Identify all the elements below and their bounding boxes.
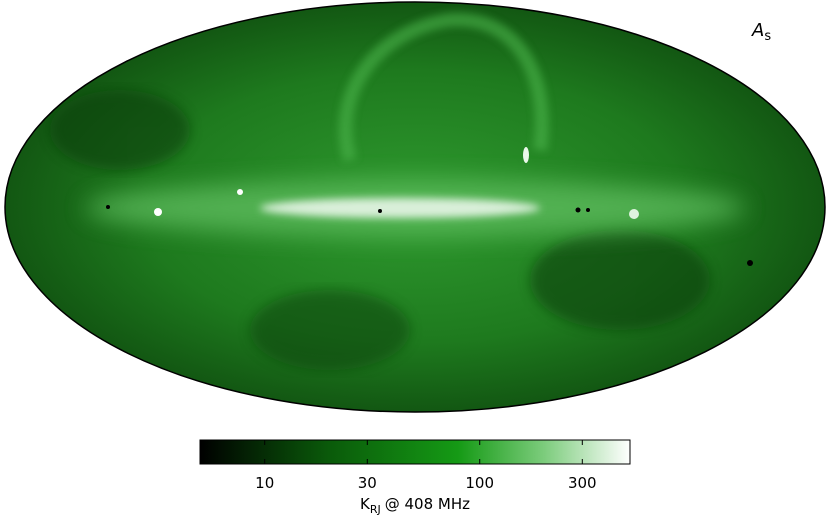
tick-label: 100	[465, 474, 494, 492]
point-source	[378, 209, 382, 213]
point-source	[154, 208, 162, 216]
colorbar: KRJ @ 408 MHz 10 30 100 300	[199, 439, 631, 516]
dark-region	[50, 90, 190, 170]
title-subscript: s	[764, 29, 771, 44]
tick-label: 300	[568, 474, 597, 492]
colorbar-label: KRJ @ 408 MHz	[360, 495, 470, 516]
point-source	[237, 189, 243, 195]
point-source	[747, 260, 753, 266]
point-source	[523, 147, 529, 163]
tick-label: 30	[358, 474, 377, 492]
point-source	[629, 209, 639, 219]
point-source	[106, 205, 110, 209]
title-main: A	[751, 20, 764, 41]
label-subscript: RJ	[370, 503, 381, 516]
galactic-center	[260, 198, 540, 218]
label-main: K	[360, 495, 371, 513]
radio-loop	[338, 12, 549, 162]
map-title: As	[751, 20, 771, 44]
label-rest: @ 408 MHz	[385, 495, 470, 513]
tick-label: 10	[255, 474, 274, 492]
dark-region	[530, 230, 710, 330]
map-outline	[4, 1, 826, 413]
point-source	[586, 208, 590, 212]
point-source	[575, 207, 581, 213]
mollweide-map: As	[4, 1, 826, 413]
colorbar-gradient	[199, 439, 631, 465]
dark-region	[250, 290, 410, 370]
